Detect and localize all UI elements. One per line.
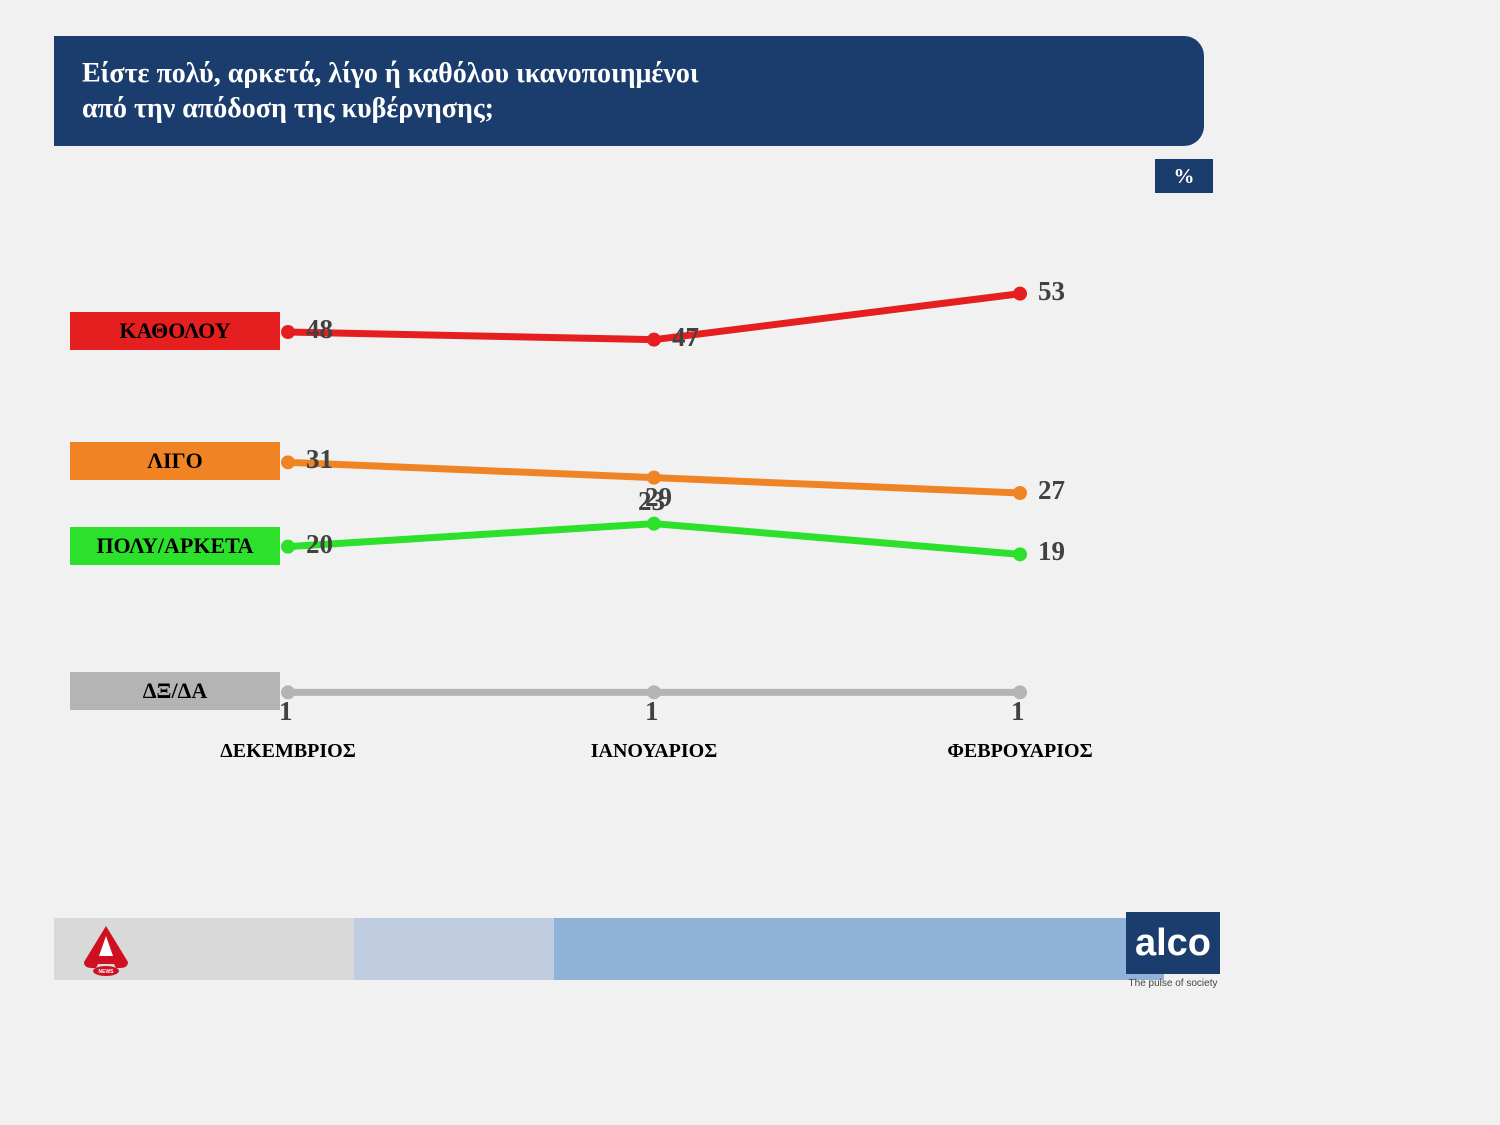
series-marker-ligo xyxy=(1013,486,1027,500)
footer-segment-1 xyxy=(354,918,554,980)
legend-ligo: ΛΙΓΟ xyxy=(70,442,280,480)
data-label-dxda-0: 1 xyxy=(279,696,293,727)
alco-text: alco xyxy=(1135,922,1211,965)
data-label-dxda-2: 1 xyxy=(1011,696,1025,727)
x-tick-0: ΔΕΚΕΜΒΡΙΟΣ xyxy=(220,740,356,763)
series-marker-ligo xyxy=(281,455,295,469)
data-label-katholou-0: 48 xyxy=(306,314,333,345)
title-bar: Είστε πολύ, αρκετά, λίγο ή καθόλου ικανο… xyxy=(54,36,1204,146)
x-tick-2: ΦΕΒΡΟΥΑΡΙΟΣ xyxy=(947,740,1092,763)
data-label-poly-2: 19 xyxy=(1038,536,1065,567)
data-label-dxda-1: 1 xyxy=(645,696,659,727)
series-marker-poly xyxy=(281,540,295,554)
alpha-news-logo: NEWS xyxy=(78,922,134,976)
x-tick-1: ΙΑΝΟΥΑΡΙΟΣ xyxy=(591,740,718,763)
data-label-poly-0: 20 xyxy=(306,529,333,560)
legend-poly: ΠΟΛΥ/ΑΡΚΕΤΑ xyxy=(70,527,280,565)
data-label-ligo-2: 27 xyxy=(1038,475,1065,506)
svg-text:NEWS: NEWS xyxy=(99,969,115,975)
series-marker-poly xyxy=(647,517,661,531)
series-marker-katholou xyxy=(1013,287,1027,301)
series-marker-katholou xyxy=(281,325,295,339)
footer-stripe xyxy=(0,918,1500,980)
legend-dxda: ΔΞ/ΔΑ xyxy=(70,672,280,710)
footer-segment-2 xyxy=(554,918,1164,980)
alco-tagline: The pulse of society xyxy=(1126,978,1220,989)
legend-katholou: ΚΑΘΟΛΟΥ xyxy=(70,312,280,350)
series-marker-poly xyxy=(1013,547,1027,561)
title-text: Είστε πολύ, αρκετά, λίγο ή καθόλου ικανο… xyxy=(82,56,1176,126)
data-label-poly-1: 23 xyxy=(638,486,665,517)
data-label-katholou-2: 53 xyxy=(1038,276,1065,307)
chart-area: ΚΑΘΟΛΟΥΛΙΓΟΠΟΛΥ/ΑΡΚΕΤΑΔΞ/ΔΑ4847533129272… xyxy=(60,240,1160,760)
alco-logo: alco xyxy=(1126,912,1220,974)
percent-label: % xyxy=(1174,164,1195,188)
data-label-katholou-1: 47 xyxy=(672,322,699,353)
series-marker-katholou xyxy=(647,333,661,347)
percent-badge: % xyxy=(1155,159,1213,193)
data-label-ligo-0: 31 xyxy=(306,444,333,475)
